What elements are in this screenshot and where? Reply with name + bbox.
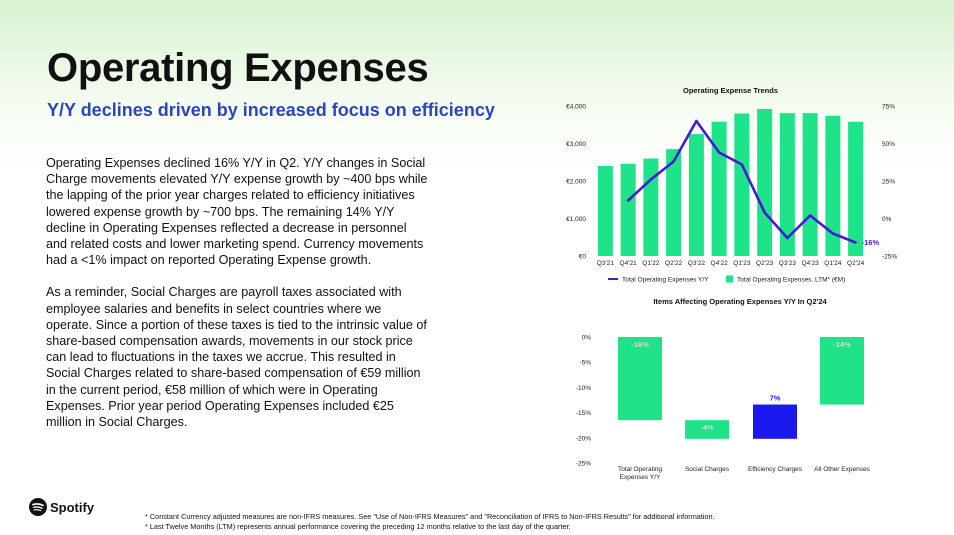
x-axis-tick: Q4'21 xyxy=(620,260,638,267)
x-axis-tick: Q1'24 xyxy=(824,260,842,267)
left-axis-tick: €2,000 xyxy=(566,179,586,186)
body-text: Operating Expenses declined 16% Y/Y in Q… xyxy=(46,155,431,446)
opex-ltm-bar xyxy=(848,121,864,256)
page-subtitle: Y/Y declines driven by increased focus o… xyxy=(47,100,495,120)
opex-yoy-point xyxy=(763,211,766,214)
opex-ltm-bar xyxy=(711,121,727,256)
opex-ltm-bar xyxy=(597,166,613,256)
y-axis-tick: -5% xyxy=(579,360,591,367)
waterfall-value-label: -14% xyxy=(833,340,851,349)
opex-ltm-bar xyxy=(734,113,750,256)
right-axis-tick: 75% xyxy=(882,104,895,111)
opex-ltm-bar xyxy=(643,158,659,256)
paragraph: Operating Expenses declined 16% Y/Y in Q… xyxy=(46,156,428,268)
opex-yoy-point xyxy=(717,151,721,154)
y-axis-tick: -15% xyxy=(576,410,591,417)
x-axis-tick: Q3'22 xyxy=(688,260,706,267)
opex-ltm-bar xyxy=(757,109,773,256)
opex-yoy-point xyxy=(808,214,812,217)
left-axis-tick: €3,000 xyxy=(566,141,586,148)
opex-yoy-point xyxy=(695,119,698,123)
opex-yoy-point xyxy=(649,178,653,181)
waterfall-bar xyxy=(753,404,797,439)
x-axis-tick: Q1'22 xyxy=(642,260,660,267)
x-axis-tick: Q4'23 xyxy=(802,260,820,267)
last-value-label: -16% xyxy=(862,238,880,247)
left-axis-tick: €0 xyxy=(579,254,587,261)
right-axis-tick: -25% xyxy=(882,254,897,261)
y-axis-tick: 0% xyxy=(582,335,592,342)
x-axis-tick: Q2'23 xyxy=(756,260,774,267)
left-axis-tick: €4,000 xyxy=(566,104,586,111)
legend-bar-swatch xyxy=(726,275,733,283)
x-axis-tick: Q2'22 xyxy=(665,260,683,267)
spotify-logo: Spotify xyxy=(29,498,94,516)
x-axis-tick: Efficiency Charges xyxy=(748,466,803,473)
right-axis-tick: 25% xyxy=(882,179,895,186)
opex-yoy-point xyxy=(786,236,789,240)
y-axis-tick: -10% xyxy=(576,385,591,392)
paragraph: As a reminder, Social Charges are payrol… xyxy=(46,285,427,430)
legend-label: Total Operating Expenses, LTM* (€M) xyxy=(737,277,845,284)
waterfall-value-label: -4% xyxy=(700,423,714,432)
right-axis-tick: 0% xyxy=(882,216,892,223)
y-axis-tick: -25% xyxy=(576,461,591,468)
x-axis-tick: Expenses Y/Y xyxy=(620,474,661,481)
opex-yoy-point xyxy=(854,241,857,244)
opex-ltm-bar xyxy=(666,149,682,256)
opex-ltm-bar xyxy=(802,113,818,256)
x-axis-tick: Q4'22 xyxy=(711,260,729,267)
opex-yoy-point xyxy=(672,160,675,163)
opex-ltm-bar xyxy=(620,163,636,256)
waterfall-bar xyxy=(820,337,864,405)
opex-ltm-bar xyxy=(779,113,795,256)
waterfall-bar xyxy=(685,420,729,439)
footnotes: * Constant Currency adjusted measures ar… xyxy=(145,512,715,531)
chart-title: Operating Expense Trends xyxy=(683,86,778,95)
page-title: Operating Expenses xyxy=(47,46,429,90)
right-axis-tick: 50% xyxy=(882,141,895,148)
opex-yoy-point xyxy=(626,199,630,202)
left-axis-tick: €1,000 xyxy=(566,216,586,223)
x-axis-tick: All Other Expenses xyxy=(814,466,870,473)
footnote: * Last Twelve Months (LTM) represents an… xyxy=(145,521,571,531)
opex-ltm-bar xyxy=(688,134,704,256)
operating-expense-trends-chart: Operating Expense Trends €0 €1,000 €2,000 €3… xyxy=(566,86,897,284)
waterfall-value-label: -16% xyxy=(631,340,649,349)
logo-text: Spotify xyxy=(50,499,95,515)
chart-title: Items Affecting Operating Expenses Y/Y I… xyxy=(653,297,827,306)
x-axis-tick: Q1'23 xyxy=(733,260,751,267)
x-axis-tick: Q3'23 xyxy=(779,260,797,267)
waterfall-bar xyxy=(618,337,662,421)
spotify-icon xyxy=(29,498,47,516)
footnote: * Constant Currency adjusted measures ar… xyxy=(145,512,715,521)
opex-yoy-point xyxy=(740,163,744,166)
x-axis-tick: Q3'21 xyxy=(597,260,615,267)
x-axis-tick: Social Charges xyxy=(685,466,730,473)
items-affecting-opex-chart: Items Affecting Operating Expenses Y/Y I… xyxy=(576,297,871,481)
opex-ltm-bar xyxy=(825,115,841,256)
opex-yoy-point xyxy=(831,232,835,235)
legend-label: Total Operating Expenses Y/Y xyxy=(622,277,709,284)
x-axis-tick: Q2'24 xyxy=(847,260,865,267)
x-axis-tick: Total Operating xyxy=(618,466,662,473)
waterfall-value-label: 7% xyxy=(770,394,781,403)
y-axis-tick: -20% xyxy=(576,435,591,442)
